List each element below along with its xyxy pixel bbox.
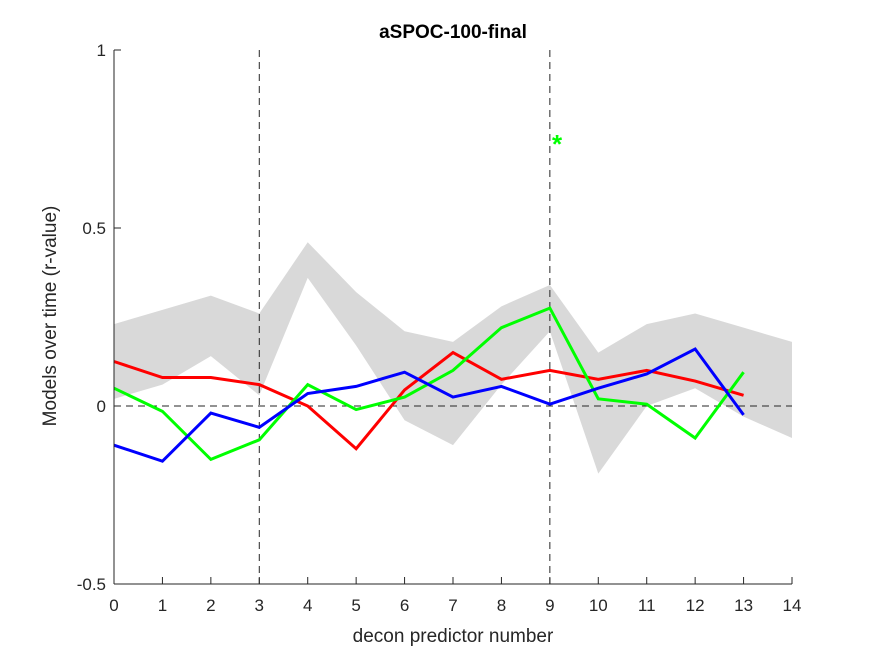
series-line-1 (113, 350, 744, 451)
x-axis-title: decon predictor number (353, 626, 554, 647)
x-tick-label: 14 (783, 596, 802, 615)
x-tick-label: 13 (734, 596, 753, 615)
confidence-band (114, 242, 792, 474)
axes: 0 1 2 3 4 5 6 7 8 9 10 11 12 13 14-0.500.51 (77, 41, 802, 615)
x-tick-label: 4 (303, 596, 312, 615)
annotations: * (552, 129, 563, 159)
x-tick-label: 10 (589, 596, 608, 615)
x-tick-label: 0 (109, 596, 118, 615)
x-tick-label: 7 (448, 596, 457, 615)
x-tick-label: 8 (497, 596, 506, 615)
x-tick-label: 11 (638, 596, 656, 615)
x-tick-label: 5 (351, 596, 360, 615)
confidence-band-layer (114, 242, 792, 474)
reference-lines (114, 50, 792, 584)
x-tick-label: 2 (206, 596, 215, 615)
series-line-3 (113, 347, 745, 463)
x-tick-label: 12 (686, 596, 705, 615)
x-tick-label: 1 (158, 596, 167, 615)
y-tick-label: 0 (97, 397, 106, 416)
series-layer (113, 306, 745, 463)
chart-title: aSPOC-100-final (379, 22, 527, 43)
y-axis-title: Models over time (r-value) (40, 206, 61, 427)
x-tick-label: 6 (400, 596, 409, 615)
y-tick-label: -0.5 (77, 575, 106, 594)
significance-marker: * (552, 129, 563, 159)
y-tick-label: 1 (97, 41, 106, 60)
y-tick-label: 0.5 (82, 219, 106, 238)
x-tick-label: 9 (545, 596, 554, 615)
x-tick-label: 3 (255, 596, 264, 615)
